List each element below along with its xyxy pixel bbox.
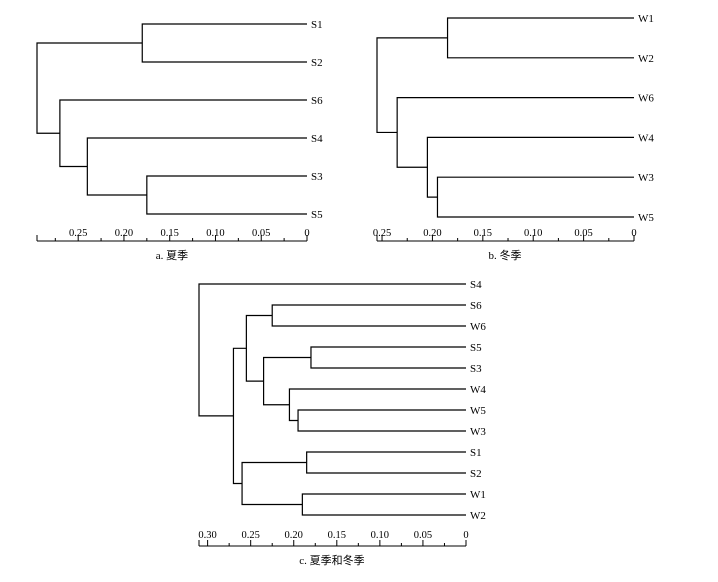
leaf-label-w6: W6 xyxy=(470,321,486,333)
leaf-label-w2: W2 xyxy=(470,510,486,522)
leaf-label-s4: S4 xyxy=(311,133,323,145)
dendrogram-branch xyxy=(376,37,448,134)
dendrogram-panel-summer: S1 S2 S6 S4 S3 S5 0.25 0.20 0.15 0.10 0.05 0 a. 夏季 xyxy=(36,19,323,262)
leaf-label-w5: W5 xyxy=(470,405,486,417)
leaf-label-w4: W4 xyxy=(638,132,654,144)
leaf-label-s2: S2 xyxy=(470,468,482,480)
dendrogram-branch xyxy=(306,451,466,474)
leaf-label-w5: W5 xyxy=(638,212,654,224)
dendrogram-branch xyxy=(310,346,466,369)
x-tick-label: 0.25 xyxy=(241,530,259,541)
leaf-label-s6: S6 xyxy=(470,300,482,312)
panel-caption: c. 夏季和冬季 xyxy=(299,553,364,567)
dendrogram-branch xyxy=(245,314,273,382)
dendrogram-branch xyxy=(288,388,466,422)
leaf-label-s1: S1 xyxy=(311,19,323,31)
dendrogram-branch xyxy=(198,283,466,417)
dendrogram-branch xyxy=(301,493,466,516)
dendrogram-branch xyxy=(297,409,466,432)
dendrogram-branch xyxy=(426,136,634,198)
x-tick-label: 0.15 xyxy=(161,228,179,239)
dendrogram-panel-combined: S4 S6 W6 S5 S3 W4 W5 W3 S1 S2 W1 W2 0.30 0.25 0.20 0.15… xyxy=(198,279,486,567)
x-tick-label: 0.10 xyxy=(371,530,389,541)
x-tick-label: 0.10 xyxy=(524,228,542,239)
x-tick-label: 0.10 xyxy=(206,228,224,239)
x-tick-label: 0.05 xyxy=(574,228,592,239)
leaf-label-w1: W1 xyxy=(638,13,654,25)
dendrogram-branch xyxy=(436,176,634,218)
dendrogram-branch xyxy=(36,42,143,134)
dendrogram-branch xyxy=(86,137,307,196)
dendrogram-branch xyxy=(262,356,311,406)
x-tick-label: 0.30 xyxy=(198,530,216,541)
panel-caption: b. 冬季 xyxy=(489,248,522,262)
leaf-label-w3: W3 xyxy=(638,172,654,184)
dendrogram-branch xyxy=(241,461,307,506)
x-tick-label: 0.20 xyxy=(115,228,133,239)
x-tick-label: 0.05 xyxy=(414,530,432,541)
leaf-label-s3: S3 xyxy=(311,171,323,183)
dendrogram-branch xyxy=(59,99,307,168)
leaf-label-s5: S5 xyxy=(470,342,482,354)
x-tick-label: 0.15 xyxy=(474,228,492,239)
x-tick-label: 0.25 xyxy=(69,228,87,239)
x-tick-label: 0.25 xyxy=(373,228,391,239)
leaf-label-s3: S3 xyxy=(470,363,482,375)
leaf-label-w3: W3 xyxy=(470,426,486,438)
dendrogram-branch xyxy=(141,23,307,63)
leaf-label-w4: W4 xyxy=(470,384,486,396)
x-tick-label: 0 xyxy=(463,530,468,541)
dendrogram-panel-winter: W1 W2 W6 W4 W3 W5 0.25 0.20 0.15 0.10 0.05 0 b. 冬季 xyxy=(373,13,655,262)
leaf-label-s4: S4 xyxy=(470,279,482,291)
dendrogram-branch xyxy=(446,17,634,59)
leaf-label-s5: S5 xyxy=(311,209,323,221)
dendrogram-branch xyxy=(271,304,466,327)
leaf-label-w6: W6 xyxy=(638,93,654,105)
leaf-label-s6: S6 xyxy=(311,95,323,107)
x-tick-label: 0.20 xyxy=(285,530,303,541)
dendrogram-branch xyxy=(146,175,307,215)
dendrogram-branch xyxy=(396,97,634,168)
leaf-label-s1: S1 xyxy=(470,447,482,459)
leaf-label-w1: W1 xyxy=(470,489,486,501)
leaf-label-w2: W2 xyxy=(638,53,654,65)
dendrogram-branch xyxy=(232,347,247,485)
x-tick-label: 0 xyxy=(304,228,309,239)
x-tick-label: 0 xyxy=(631,228,636,239)
panel-caption: a. 夏季 xyxy=(156,249,188,262)
x-tick-label: 0.20 xyxy=(423,228,441,239)
leaf-label-s2: S2 xyxy=(311,57,323,69)
x-tick-label: 0.05 xyxy=(252,228,270,239)
x-tick-label: 0.15 xyxy=(328,530,346,541)
